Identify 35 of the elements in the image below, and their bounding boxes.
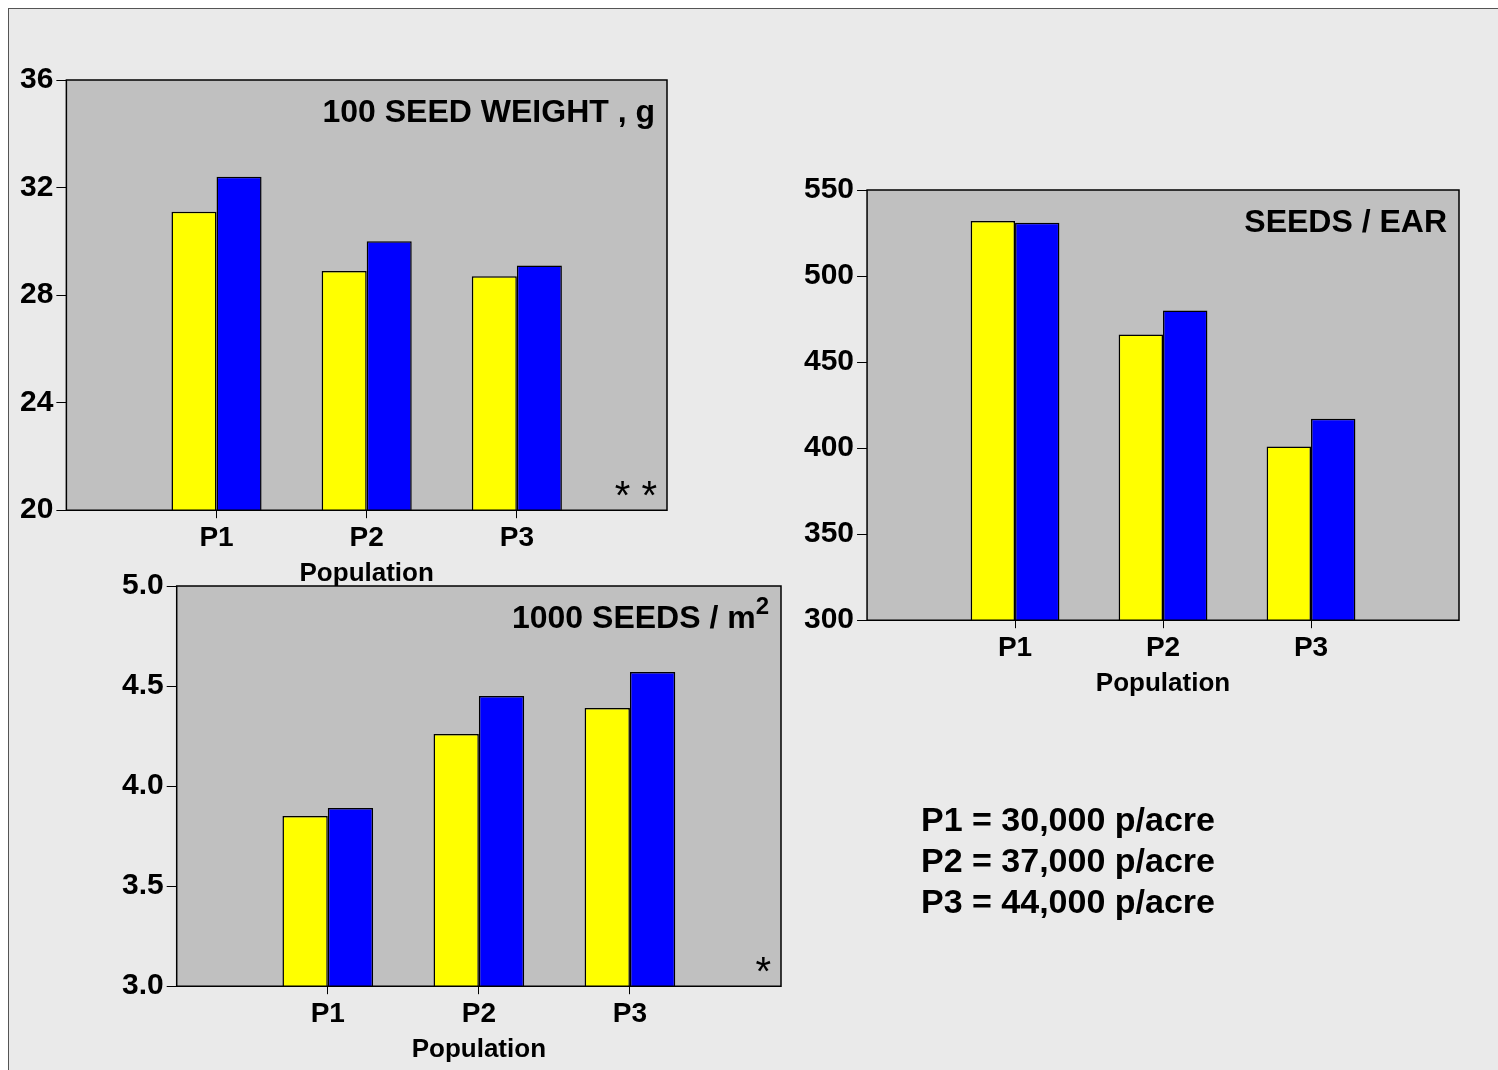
y-tick-label: 24 <box>19 383 54 417</box>
y-tick-label: 4.5 <box>121 667 164 701</box>
x-tick-label: P2 <box>349 520 384 552</box>
y-tick-label: 400 <box>803 429 855 463</box>
text: P2 = 37,000 p/acre <box>921 840 1215 881</box>
y-tick-label: 32 <box>19 168 54 202</box>
text: P1 = 30,000 p/acre <box>921 799 1215 840</box>
x-tick-label: P1 <box>310 996 345 1028</box>
y-tick-label: 450 <box>803 343 855 377</box>
y-tick-label: 500 <box>803 257 855 291</box>
annotation: * * <box>614 473 657 518</box>
y-tick-label: 28 <box>19 276 54 310</box>
y-tick-label: 36 <box>19 61 54 95</box>
text: P3 = 44,000 p/acre <box>921 881 1215 922</box>
y-tick-label: 5.0 <box>121 567 164 601</box>
y-tick-label: 300 <box>803 601 855 635</box>
x-tick-label: P3 <box>1293 630 1329 662</box>
y-tick-label: 3.5 <box>121 867 164 901</box>
annotation: * <box>755 949 771 994</box>
x-tick-label: P1 <box>199 520 234 552</box>
y-tick-label: 20 <box>19 491 54 525</box>
chart-title: 100 SEED WEIGHT , g <box>322 93 655 129</box>
y-tick-label: 3.0 <box>121 967 164 1001</box>
y-tick-label: 350 <box>803 515 855 549</box>
x-tick-label: P3 <box>612 996 648 1028</box>
x-tick-label: P2 <box>461 996 496 1028</box>
x-axis-title: Population <box>411 1032 547 1063</box>
x-tick-label: P1 <box>997 630 1033 662</box>
y-tick-label: 550 <box>803 171 855 205</box>
x-axis-title: Population <box>299 556 434 587</box>
x-tick-label: P2 <box>1145 630 1181 662</box>
x-tick-label: P3 <box>499 520 534 552</box>
chart-title: SEEDS / EAR <box>1244 203 1447 239</box>
x-axis-title: Population <box>1095 666 1231 697</box>
y-tick-label: 4.0 <box>121 767 164 801</box>
